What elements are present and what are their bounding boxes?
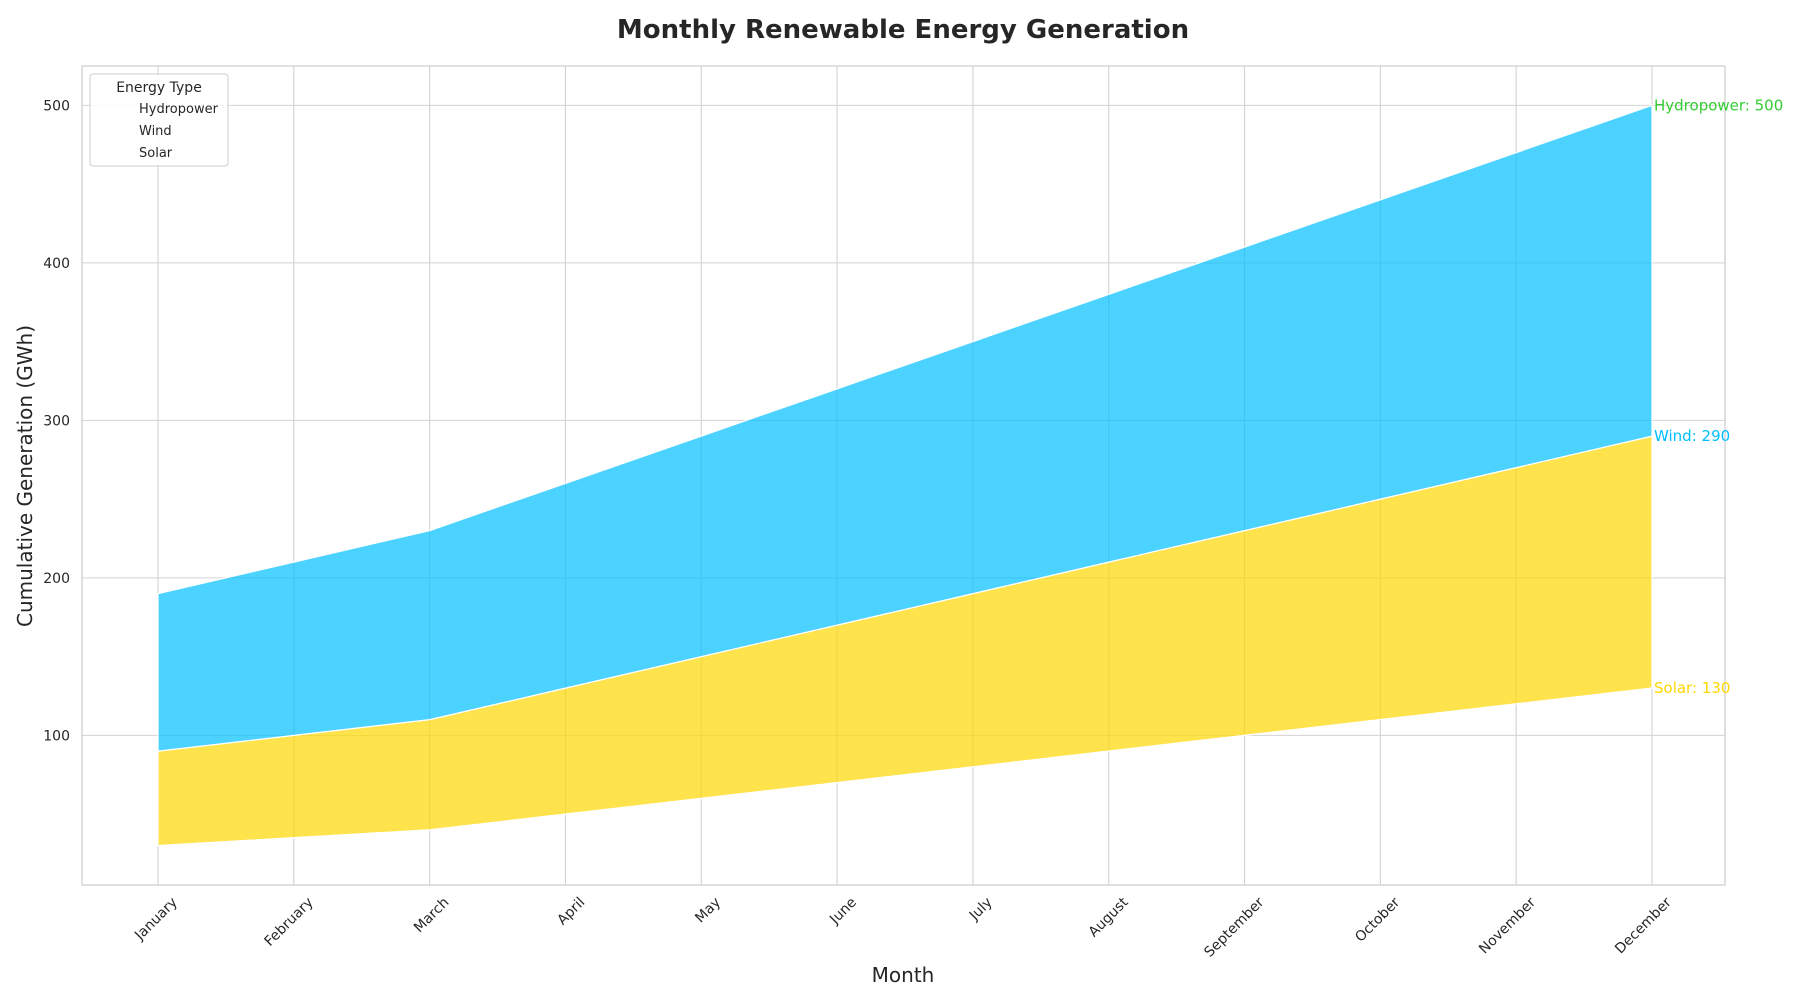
end-label: Solar: 130 <box>1654 679 1730 697</box>
area-solar-edge <box>157 687 1653 847</box>
legend-entry-wind: Wind <box>139 124 172 139</box>
y-tick-label: 400 <box>43 256 70 272</box>
end-label: Wind: 290 <box>1654 427 1730 445</box>
legend-box <box>89 73 229 167</box>
legend-title: Energy Type <box>116 80 202 96</box>
area-hydropower <box>157 104 1653 752</box>
chart-title: Monthly Renewable Energy Generation <box>617 15 1189 45</box>
y-tick-label: 100 <box>43 728 70 744</box>
y-axis-label: Cumulative Generation (GWh) <box>13 325 37 627</box>
stacked-areas <box>157 104 1653 847</box>
end-labels: Hydropower: 500 Wind: 290 Solar: 130 <box>1654 96 1783 697</box>
end-label: Hydropower: 500 <box>1654 96 1783 114</box>
y-axis-ticks: 100 200 300 400 500 <box>43 98 70 744</box>
y-tick-label: 200 <box>43 571 70 587</box>
legend-entry-solar: Solar <box>139 146 173 161</box>
y-tick-label: 300 <box>43 413 70 429</box>
y-tick-label: 500 <box>43 98 70 114</box>
legend: Energy Type Hydropower Wind Solar <box>89 73 229 167</box>
legend-entry-hydropower: Hydropower <box>139 102 219 117</box>
x-axis-label: Month <box>872 963 935 987</box>
plot-frame <box>81 65 1726 886</box>
